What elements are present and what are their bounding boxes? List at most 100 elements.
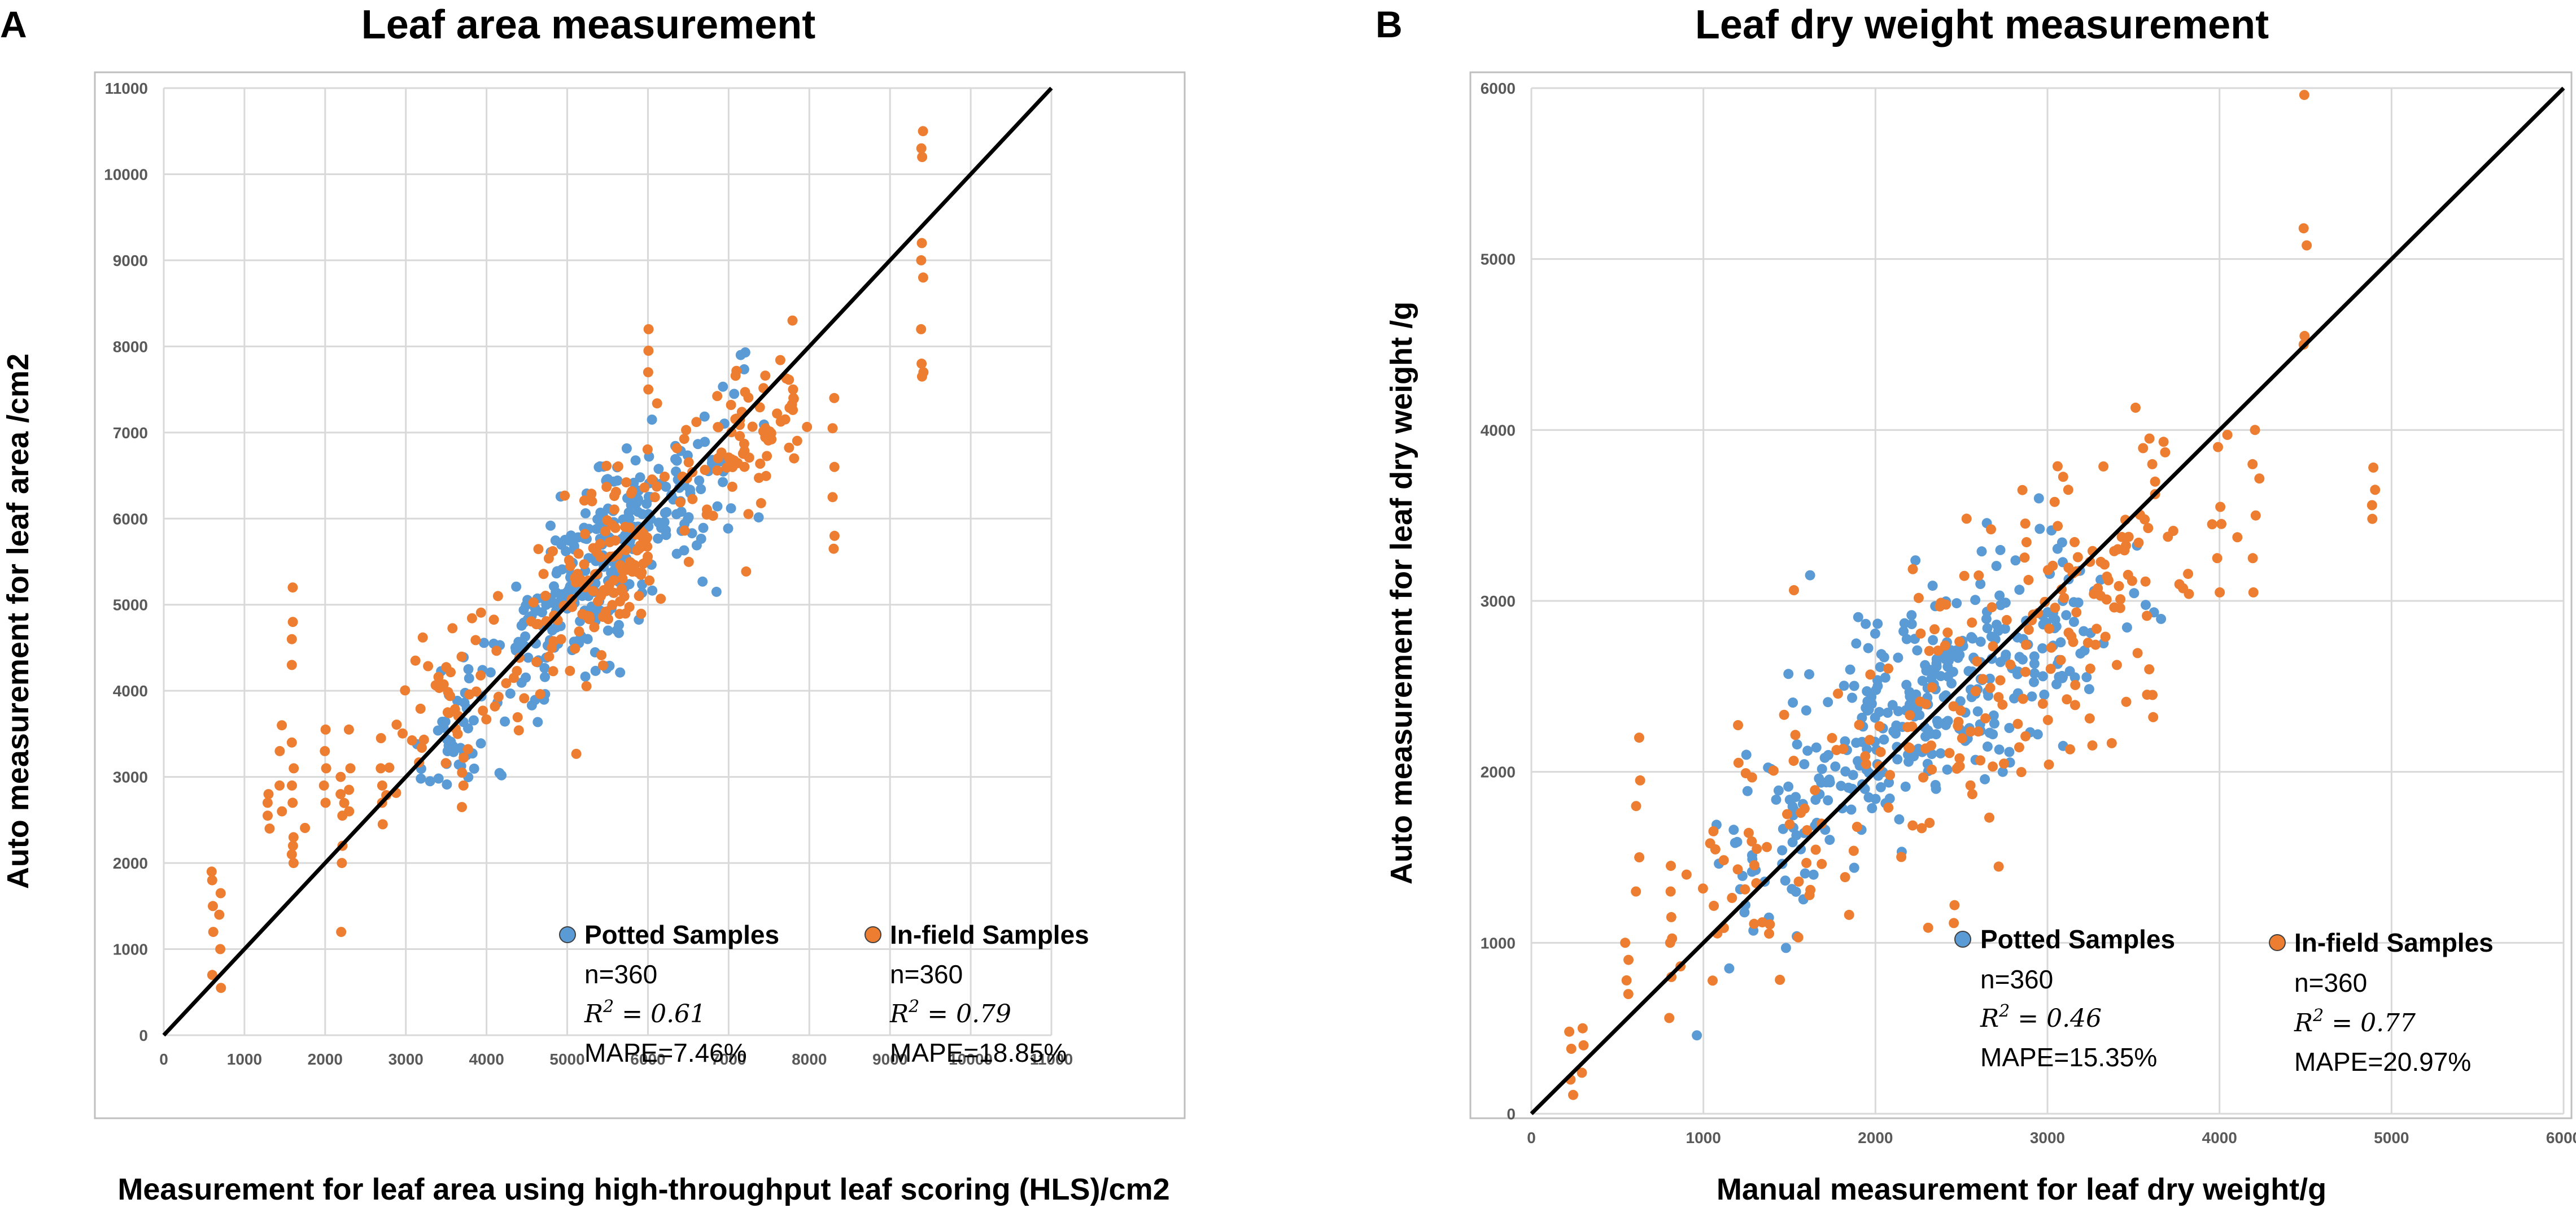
x-tick-label: 0 — [1527, 1129, 1536, 1146]
data-point-infield — [1953, 761, 1964, 772]
data-point-infield — [410, 655, 421, 666]
data-point-infield — [1666, 912, 1676, 922]
data-point-potted — [1929, 666, 1940, 677]
data-point-potted — [635, 472, 645, 483]
data-point-infield — [660, 472, 670, 482]
data-point-infield — [320, 797, 331, 808]
legend-marker-potted — [1954, 931, 1971, 948]
data-point-infield — [722, 463, 732, 473]
data-point-infield — [1927, 764, 1937, 775]
data-point-potted — [1783, 669, 1794, 679]
data-point-infield — [2248, 587, 2259, 598]
data-point-potted — [1811, 742, 1822, 753]
data-point-infield — [398, 728, 408, 739]
data-point-infield — [2250, 510, 2261, 521]
data-point-infield — [345, 763, 356, 774]
data-point-potted — [1994, 590, 2005, 601]
data-point-infield — [1727, 892, 1737, 903]
data-point-infield — [671, 443, 682, 454]
data-point-infield — [1621, 975, 1632, 986]
data-point-potted — [1904, 699, 1915, 710]
x-tick-label: 5000 — [2374, 1129, 2409, 1146]
data-point-potted — [1910, 555, 1921, 566]
data-point-potted — [1728, 825, 1739, 835]
data-point-infield — [649, 492, 660, 503]
x-tick-label: 1000 — [1686, 1129, 1721, 1146]
data-point-infield — [2037, 699, 2048, 709]
x-tick-label: 3000 — [388, 1050, 423, 1068]
data-point-infield — [588, 586, 599, 596]
data-point-potted — [475, 738, 486, 749]
data-point-potted — [1876, 649, 1887, 660]
data-point-infield — [214, 909, 225, 920]
data-point-potted — [2018, 654, 2028, 665]
data-point-infield — [2019, 552, 2030, 563]
data-point-infield — [1967, 617, 1977, 628]
data-point-infield — [2144, 664, 2155, 675]
chart-title: Leaf area measurement — [361, 2, 815, 47]
data-point-potted — [1880, 672, 1890, 683]
legend-mape-potted: MAPE=15.35% — [1980, 1043, 2157, 1072]
tick-labels: 0 1000 2000 3000 4000 5000 6000 7000 8000 9000 100… — [104, 80, 1073, 1068]
data-point-infield — [687, 494, 698, 504]
data-point-infield — [760, 432, 771, 443]
legend-name-potted: Potted Samples — [584, 920, 779, 949]
data-point-infield — [829, 461, 840, 472]
data-point-infield — [475, 607, 486, 618]
data-point-infield — [2071, 607, 2082, 618]
data-point-potted — [1839, 681, 1849, 691]
data-point-infield — [2250, 425, 2260, 435]
identity-line — [162, 86, 1053, 1037]
data-point-potted — [580, 672, 591, 682]
data-point-infield — [288, 858, 299, 869]
data-point-infield — [488, 614, 499, 625]
data-point-infield — [788, 384, 798, 395]
data-point-potted — [1893, 652, 1903, 663]
data-point-potted — [1975, 579, 1986, 589]
data-point-potted — [1823, 697, 1833, 708]
data-point-infield — [827, 492, 838, 503]
data-point-potted — [540, 672, 550, 682]
data-point-potted — [2009, 693, 2019, 704]
data-point-infield — [1915, 628, 1926, 639]
data-point-infield — [609, 587, 619, 598]
data-point-infield — [1784, 819, 1795, 830]
y-tick-label: 7000 — [113, 424, 148, 442]
data-point-infield — [2216, 518, 2226, 529]
data-point-infield — [1790, 730, 1801, 740]
data-point-infield — [464, 689, 475, 700]
data-point-potted — [1804, 669, 1814, 679]
data-point-potted — [1989, 718, 1999, 729]
data-point-infield — [2069, 537, 2080, 547]
data-point-infield — [1993, 861, 2004, 872]
data-point-infield — [423, 661, 434, 672]
x-tick-label: 10000 — [949, 1050, 993, 1068]
data-point-potted — [1879, 734, 1889, 745]
data-point-infield — [760, 370, 771, 381]
data-point-potted — [1823, 795, 1833, 806]
data-point-infield — [1986, 602, 1997, 613]
data-point-infield — [2085, 663, 2095, 674]
legend-name-infield: In-field Samples — [2294, 928, 2494, 957]
data-point-potted — [1917, 675, 1928, 686]
data-point-potted — [2029, 651, 2040, 662]
data-point-infield — [700, 465, 710, 475]
data-point-infield — [1954, 753, 1965, 764]
data-point-infield — [457, 802, 467, 812]
data-point-potted — [1898, 626, 1909, 636]
data-point-potted — [661, 507, 672, 517]
y-tick-label: 11000 — [105, 80, 148, 97]
data-point-potted — [1773, 785, 1784, 796]
data-point-potted — [2061, 610, 2072, 621]
data-point-infield — [1799, 803, 1810, 814]
legend-n-infield: n=360 — [2294, 968, 2367, 997]
legend: Potted Samples n=360 R2 = 0.46 MAPE=15.3… — [1954, 925, 2494, 1076]
data-point-infield — [683, 457, 694, 468]
data-point-infield — [1970, 686, 1981, 696]
data-point-infield — [318, 780, 329, 791]
data-point-potted — [1899, 618, 1910, 629]
data-point-infield — [2098, 461, 2109, 472]
data-point-potted — [739, 364, 749, 374]
y-axis-label: Auto measurement for leaf area /cm2 — [1, 354, 35, 889]
tick-labels: 0 1000 2000 3000 4000 5000 6000 0 1000 2000 3000 40… — [1481, 80, 2576, 1146]
